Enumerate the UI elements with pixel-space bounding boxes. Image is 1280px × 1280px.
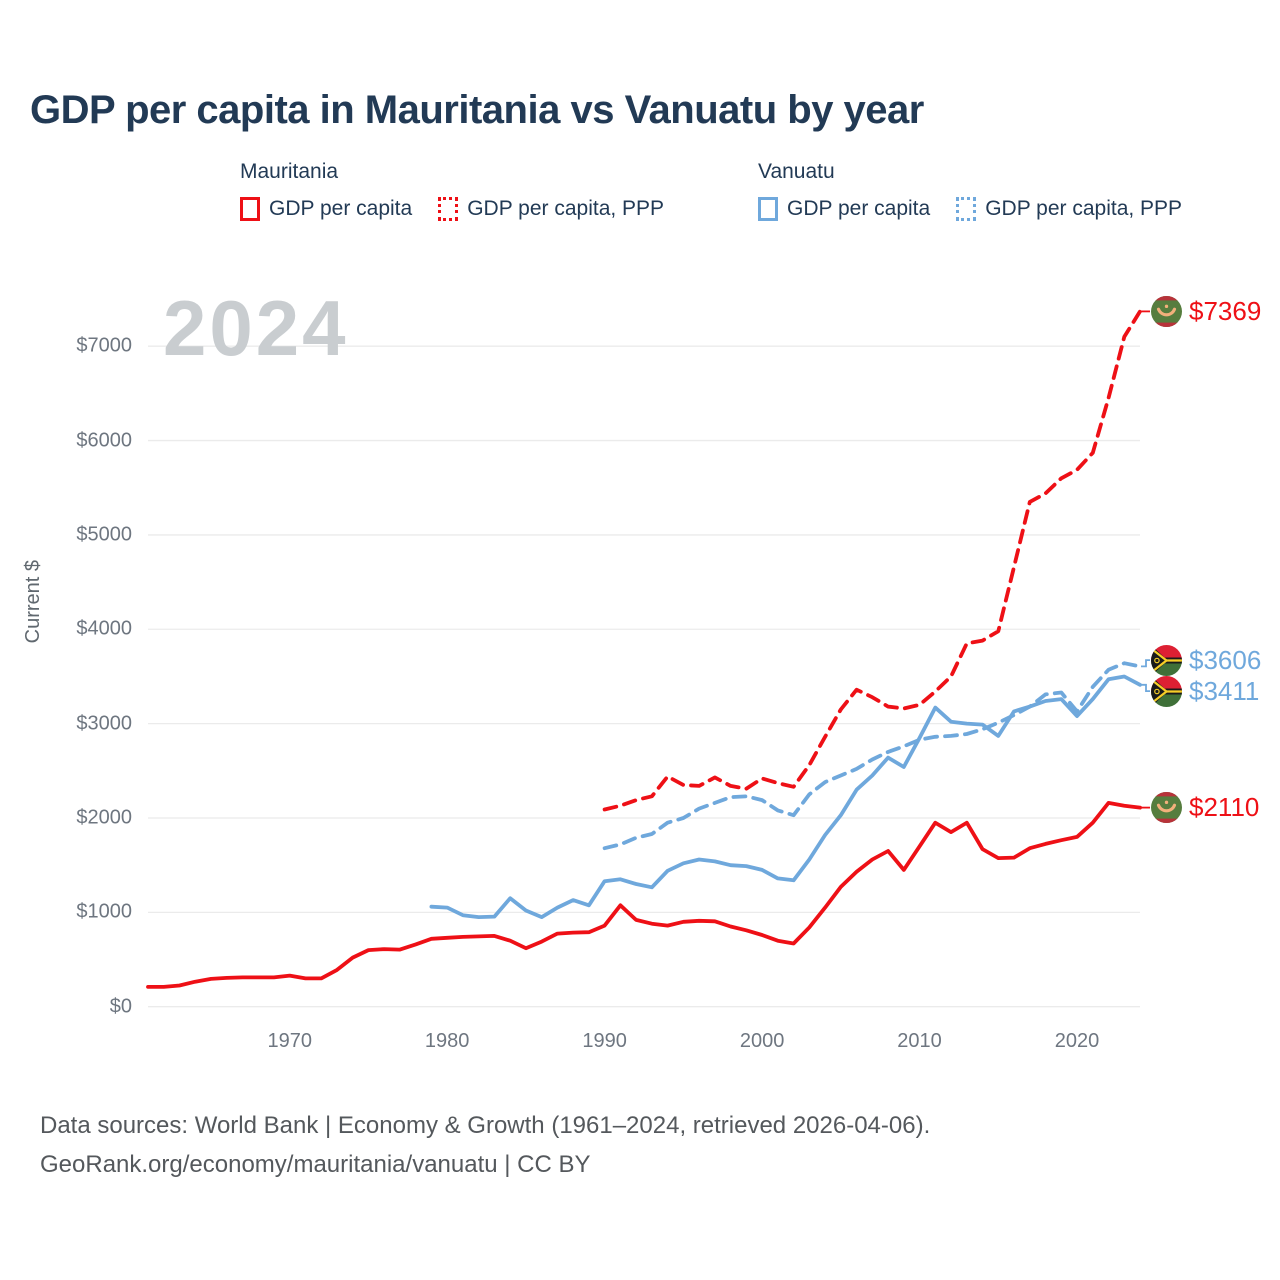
legend-group-mauritania: Mauritania GDP per capita GDP per capita… [240, 160, 664, 221]
legend-item-vanuatu-gdp-ppp[interactable]: GDP per capita, PPP [956, 197, 1182, 221]
legend-group-vanuatu: Vanuatu GDP per capita GDP per capita, P… [758, 160, 1182, 221]
end-value-label: $3606 [1189, 644, 1262, 675]
end-label-connector [1141, 683, 1150, 692]
legend-item-label: GDP per capita [269, 197, 413, 220]
mauritania-flag-icon [1151, 295, 1182, 327]
legend-item-label: GDP per capita [787, 197, 931, 220]
blue-dotted-swatch-icon [956, 197, 977, 221]
legend-item-mauritania-gdp[interactable]: GDP per capita [240, 197, 412, 221]
y-tick-label: $4000 [76, 617, 132, 640]
year-watermark: 2024 [163, 284, 349, 372]
chart-title: GDP per capita in Mauritania vs Vanuatu … [30, 88, 924, 132]
end-label-vanuatu-gdp-ppp: $3606 [1151, 644, 1262, 676]
footer: Data sources: World Bank | Economy & Gro… [40, 1106, 930, 1184]
y-tick-label: $5000 [76, 523, 132, 546]
legend-item-label: GDP per capita, PPP [985, 197, 1183, 220]
vanuatu-flag-icon [1151, 644, 1182, 676]
y-tick-label: $0 [109, 995, 132, 1018]
series-line-mauritania-gdp-per-capita-ppp[interactable] [602, 309, 1142, 812]
attribution-line: GeoRank.org/economy/mauritania/vanuatu |… [40, 1151, 591, 1178]
x-tick-label: 1990 [582, 1030, 627, 1052]
x-tick-label: 1970 [267, 1030, 312, 1052]
y-tick-label: $6000 [76, 429, 132, 452]
blue-solid-swatch-icon [758, 197, 778, 221]
legend-item-label: GDP per capita, PPP [467, 197, 665, 220]
series-line-vanuatu-gdp-per-capita-ppp[interactable] [602, 661, 1142, 851]
y-tick-label: $7000 [76, 334, 132, 357]
red-dotted-swatch-icon [438, 197, 459, 221]
end-value-label: $3411 [1189, 675, 1260, 706]
red-solid-swatch-icon [240, 197, 260, 221]
legend-country-label: Vanuatu [758, 160, 835, 183]
y-tick-label: $1000 [76, 900, 132, 923]
x-tick-label: 2000 [739, 1030, 785, 1052]
end-label-vanuatu-gdp: $3411 [1151, 675, 1260, 707]
end-label-mauritania-gdp-ppp: $7369 [1151, 295, 1262, 327]
mauritania-flag-icon [1151, 792, 1182, 824]
legend-country-label: Mauritania [240, 160, 339, 183]
legend-item-vanuatu-gdp[interactable]: GDP per capita [758, 197, 930, 221]
end-label-mauritania-gdp: $2110 [1151, 792, 1260, 824]
series-line-vanuatu-gdp-per-capita[interactable] [429, 674, 1142, 919]
y-tick-label: $2000 [76, 806, 132, 829]
series-line-mauritania-gdp-per-capita[interactable] [146, 801, 1142, 989]
x-tick-label: 2020 [1054, 1030, 1100, 1052]
end-value-label: $2110 [1189, 792, 1260, 823]
x-tick-label: 1980 [424, 1030, 470, 1052]
end-label-connector [1141, 659, 1150, 668]
y-tick-label: $3000 [76, 712, 132, 735]
data-sources-line: Data sources: World Bank | Economy & Gro… [40, 1112, 931, 1139]
end-value-label: $7369 [1189, 295, 1262, 326]
legend-item-mauritania-gdp-ppp[interactable]: GDP per capita, PPP [438, 197, 664, 221]
vanuatu-flag-icon [1151, 675, 1182, 707]
x-tick-label: 2010 [897, 1030, 942, 1052]
